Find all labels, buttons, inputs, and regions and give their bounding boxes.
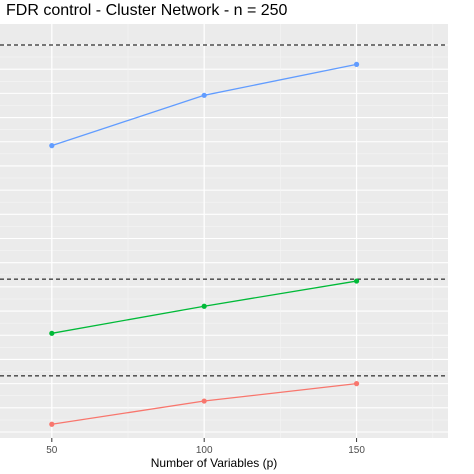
- reference-lines: [0, 44, 448, 377]
- x-axis-title: Number of Variables (p): [151, 456, 278, 470]
- series-2-point-3: [353, 278, 360, 284]
- series-2-point-1: [49, 330, 55, 336]
- series-1-point-3: [353, 381, 360, 387]
- grid-lines: [0, 24, 448, 438]
- series-3-point-3: [353, 61, 360, 67]
- x-tick-label: 50: [46, 445, 58, 456]
- x-tick-label: 150: [348, 445, 365, 456]
- x-axis: 50 100 150: [46, 438, 365, 456]
- series-3-point-2: [201, 92, 207, 98]
- series-layer: [49, 61, 360, 427]
- series-2-point-2: [201, 303, 207, 309]
- series-1-point-2: [201, 398, 207, 404]
- series-1-point-1: [49, 421, 55, 427]
- series-3-point-1: [49, 143, 55, 149]
- chart-title: FDR control - Cluster Network - n = 250: [6, 2, 288, 19]
- x-tick-label: 100: [196, 445, 213, 456]
